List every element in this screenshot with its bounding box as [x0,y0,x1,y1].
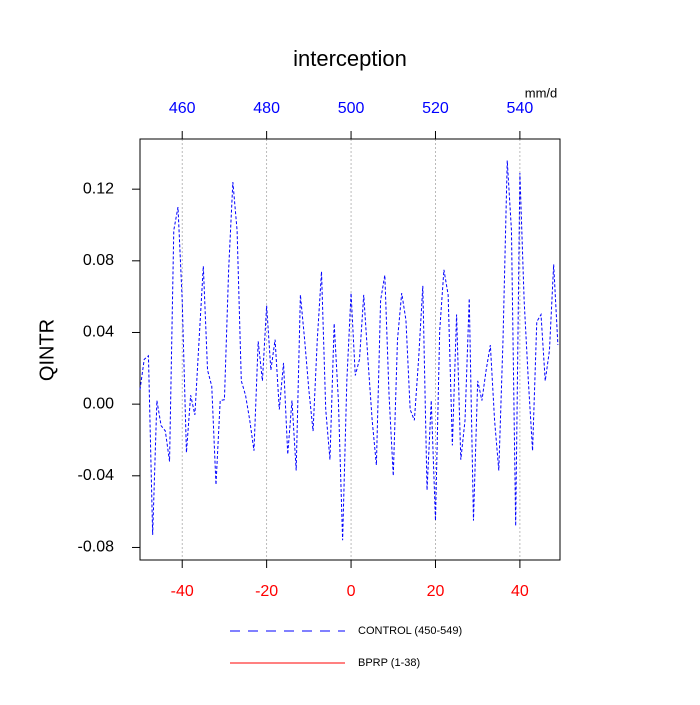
data-line [139,160,559,541]
x-tick-label: 40 [511,583,529,600]
x-tick-label: 0 [347,583,356,600]
x-tick-label: 20 [427,583,445,600]
y-tick-label: 0.00 [83,395,114,412]
y-tick-label: 0.04 [83,324,114,341]
x2-tick-label: 480 [253,100,280,117]
y-tick-label: -0.08 [78,539,115,556]
x-tick-label: -20 [255,583,278,600]
y-tick-label: 0.08 [83,252,114,269]
x2-tick-label: 500 [338,100,365,117]
chart-title: interception [293,46,407,71]
x-tick-label: -40 [171,583,194,600]
x2-tick-label: 460 [169,100,196,117]
plot-frame [139,138,561,561]
y-tick-label: -0.04 [78,467,115,484]
legend-label: CONTROL (450-549) [358,625,462,637]
x2-tick-label: 540 [507,100,534,117]
x2-tick-label: 520 [422,100,449,117]
legend-label: BPRP (1-38) [358,657,420,669]
y-axis-label: QINTR [36,319,58,381]
y-tick-label: 0.12 [83,180,114,197]
x2-unit-label: mm/d [525,85,558,100]
